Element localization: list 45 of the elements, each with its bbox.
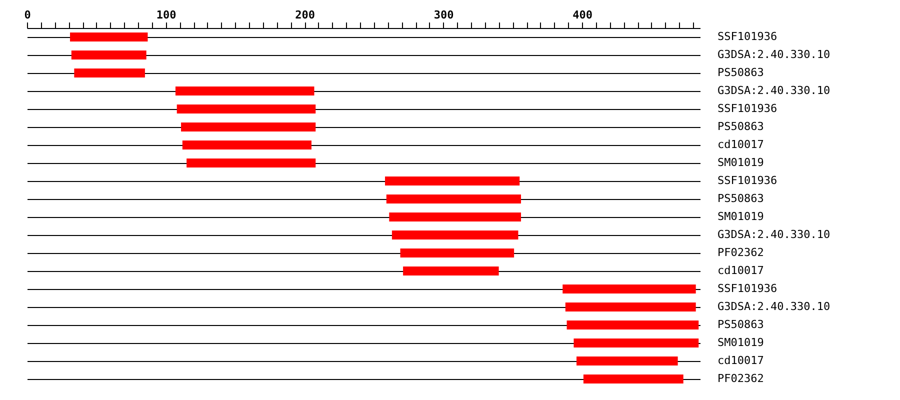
y-tick-label: cd10017 bbox=[718, 354, 764, 367]
y-tick-label: PS50863 bbox=[718, 318, 764, 331]
bar bbox=[566, 320, 699, 330]
y-tick-label: cd10017 bbox=[718, 264, 764, 277]
y-tick-label: SM01019 bbox=[718, 210, 764, 223]
y-tick-label: SM01019 bbox=[718, 156, 764, 169]
y-tick-label: G3DSA:2.40.330.10 bbox=[718, 228, 830, 241]
bar bbox=[175, 86, 314, 96]
y-tick-label: PS50863 bbox=[718, 66, 764, 79]
y-tick-label: SSF101936 bbox=[718, 30, 778, 43]
bar bbox=[70, 32, 148, 42]
bar bbox=[385, 176, 520, 186]
y-tick-label: PF02362 bbox=[718, 372, 764, 385]
y-tick-label: SSF101936 bbox=[718, 282, 778, 295]
bar bbox=[186, 158, 316, 168]
bar bbox=[576, 356, 678, 366]
bar bbox=[583, 374, 684, 384]
bar bbox=[403, 266, 499, 276]
x-tick-label: 0 bbox=[24, 8, 31, 22]
y-tick-label: PS50863 bbox=[718, 120, 764, 133]
bar bbox=[386, 194, 521, 204]
bar bbox=[389, 212, 521, 222]
y-tick-label: G3DSA:2.40.330.10 bbox=[718, 84, 830, 97]
bar bbox=[562, 284, 696, 294]
y-tick-label: cd10017 bbox=[718, 138, 764, 151]
bar bbox=[71, 50, 146, 60]
x-tick-label: 100 bbox=[156, 8, 176, 22]
bar bbox=[181, 122, 316, 132]
bar bbox=[74, 68, 145, 78]
bar bbox=[182, 140, 312, 150]
y-tick-label: G3DSA:2.40.330.10 bbox=[718, 300, 830, 313]
x-tick-label: 300 bbox=[434, 8, 454, 22]
y-tick-label: PS50863 bbox=[718, 192, 764, 205]
y-tick-label: SSF101936 bbox=[718, 174, 778, 187]
bar bbox=[400, 248, 514, 258]
y-tick-label: G3DSA:2.40.330.10 bbox=[718, 48, 830, 61]
x-tick-label: 200 bbox=[295, 8, 315, 22]
bar bbox=[565, 302, 696, 312]
bar bbox=[176, 104, 316, 114]
y-tick-label: SSF101936 bbox=[718, 102, 778, 115]
y-tick-label: SM01019 bbox=[718, 336, 764, 349]
bar bbox=[574, 338, 699, 348]
bar bbox=[392, 230, 518, 240]
y-tick-label: PF02362 bbox=[718, 246, 764, 259]
x-tick-label: 400 bbox=[572, 8, 592, 22]
